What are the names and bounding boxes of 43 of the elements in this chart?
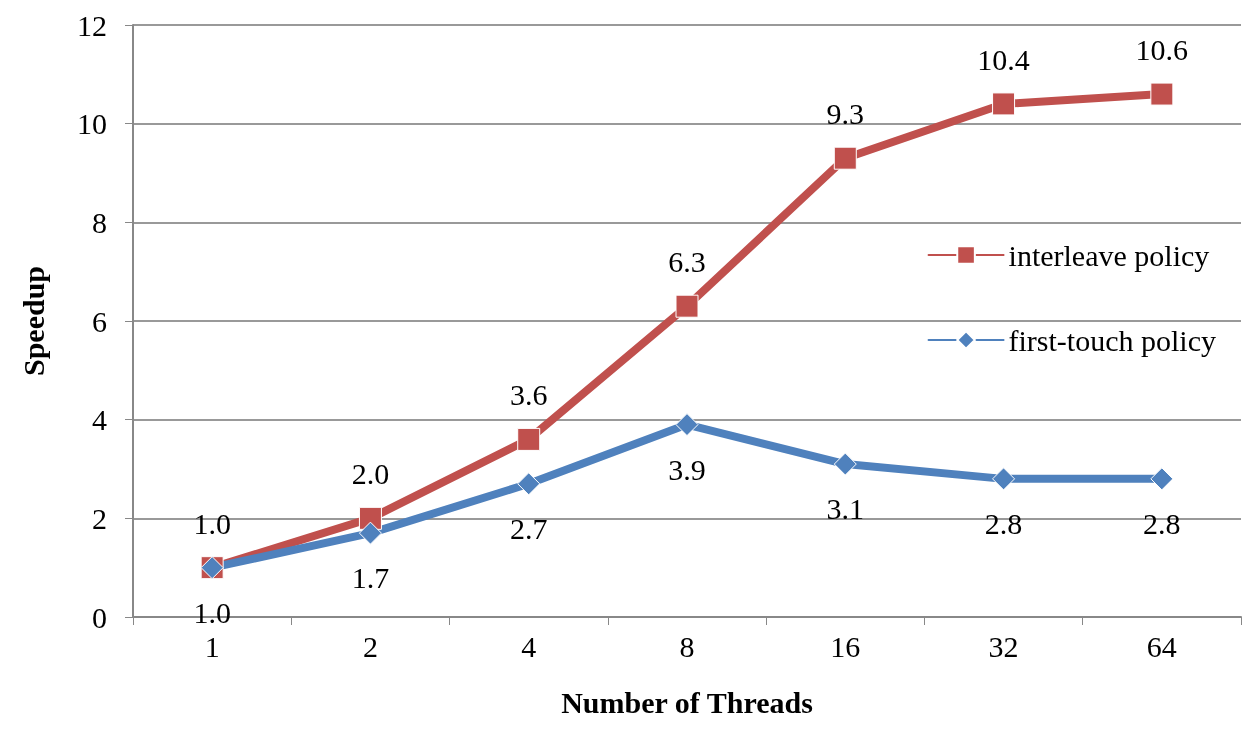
data-label: 2.8 xyxy=(1143,506,1181,540)
data-label: 2.0 xyxy=(351,457,390,491)
data-label: 10.4 xyxy=(977,42,1030,76)
y-tick-label: 6 xyxy=(92,304,107,338)
data-label: 3.6 xyxy=(509,378,548,412)
point xyxy=(1150,82,1174,106)
point xyxy=(675,294,699,318)
y-tick-label: 10 xyxy=(77,107,107,141)
y-axis-title: Speedup xyxy=(16,265,50,377)
data-label: 10.6 xyxy=(1135,33,1189,67)
point xyxy=(675,413,699,437)
data-label: 2.7 xyxy=(509,511,548,545)
data-label: 3.1 xyxy=(826,492,865,526)
point xyxy=(517,427,541,451)
y-tick-label: 12 xyxy=(77,8,107,42)
point xyxy=(1150,467,1174,491)
x-tick-label: 32 xyxy=(988,629,1019,663)
x-tick-label: 8 xyxy=(679,629,695,663)
data-label: 9.3 xyxy=(826,97,865,131)
data-label: 1.0 xyxy=(193,595,231,629)
x-tick-label: 1 xyxy=(204,629,220,663)
y-tick-label: 8 xyxy=(92,205,107,239)
data-label: 3.9 xyxy=(668,452,706,486)
point xyxy=(517,472,541,496)
data-label: 1.7 xyxy=(351,561,390,595)
data-label: 6.3 xyxy=(668,245,706,279)
point xyxy=(833,146,857,170)
point xyxy=(992,467,1016,491)
x-axis-title: Number of Threads xyxy=(561,685,813,719)
x-tick-label: 16 xyxy=(830,629,861,663)
data-label: 1.0 xyxy=(193,506,231,540)
point xyxy=(358,521,382,545)
y-tick-label: 4 xyxy=(92,403,107,437)
point xyxy=(992,92,1016,116)
x-tick-label: 64 xyxy=(1146,629,1177,663)
legend-label: first-touch policy xyxy=(1008,323,1216,357)
legend-label: interleave policy xyxy=(1008,238,1210,272)
y-tick-label: 2 xyxy=(92,501,107,535)
y-tick-label: 0 xyxy=(92,600,107,634)
x-tick-label: 4 xyxy=(521,629,537,663)
point xyxy=(833,452,857,476)
x-tick-label: 2 xyxy=(362,629,378,663)
data-label: 2.8 xyxy=(984,506,1023,540)
